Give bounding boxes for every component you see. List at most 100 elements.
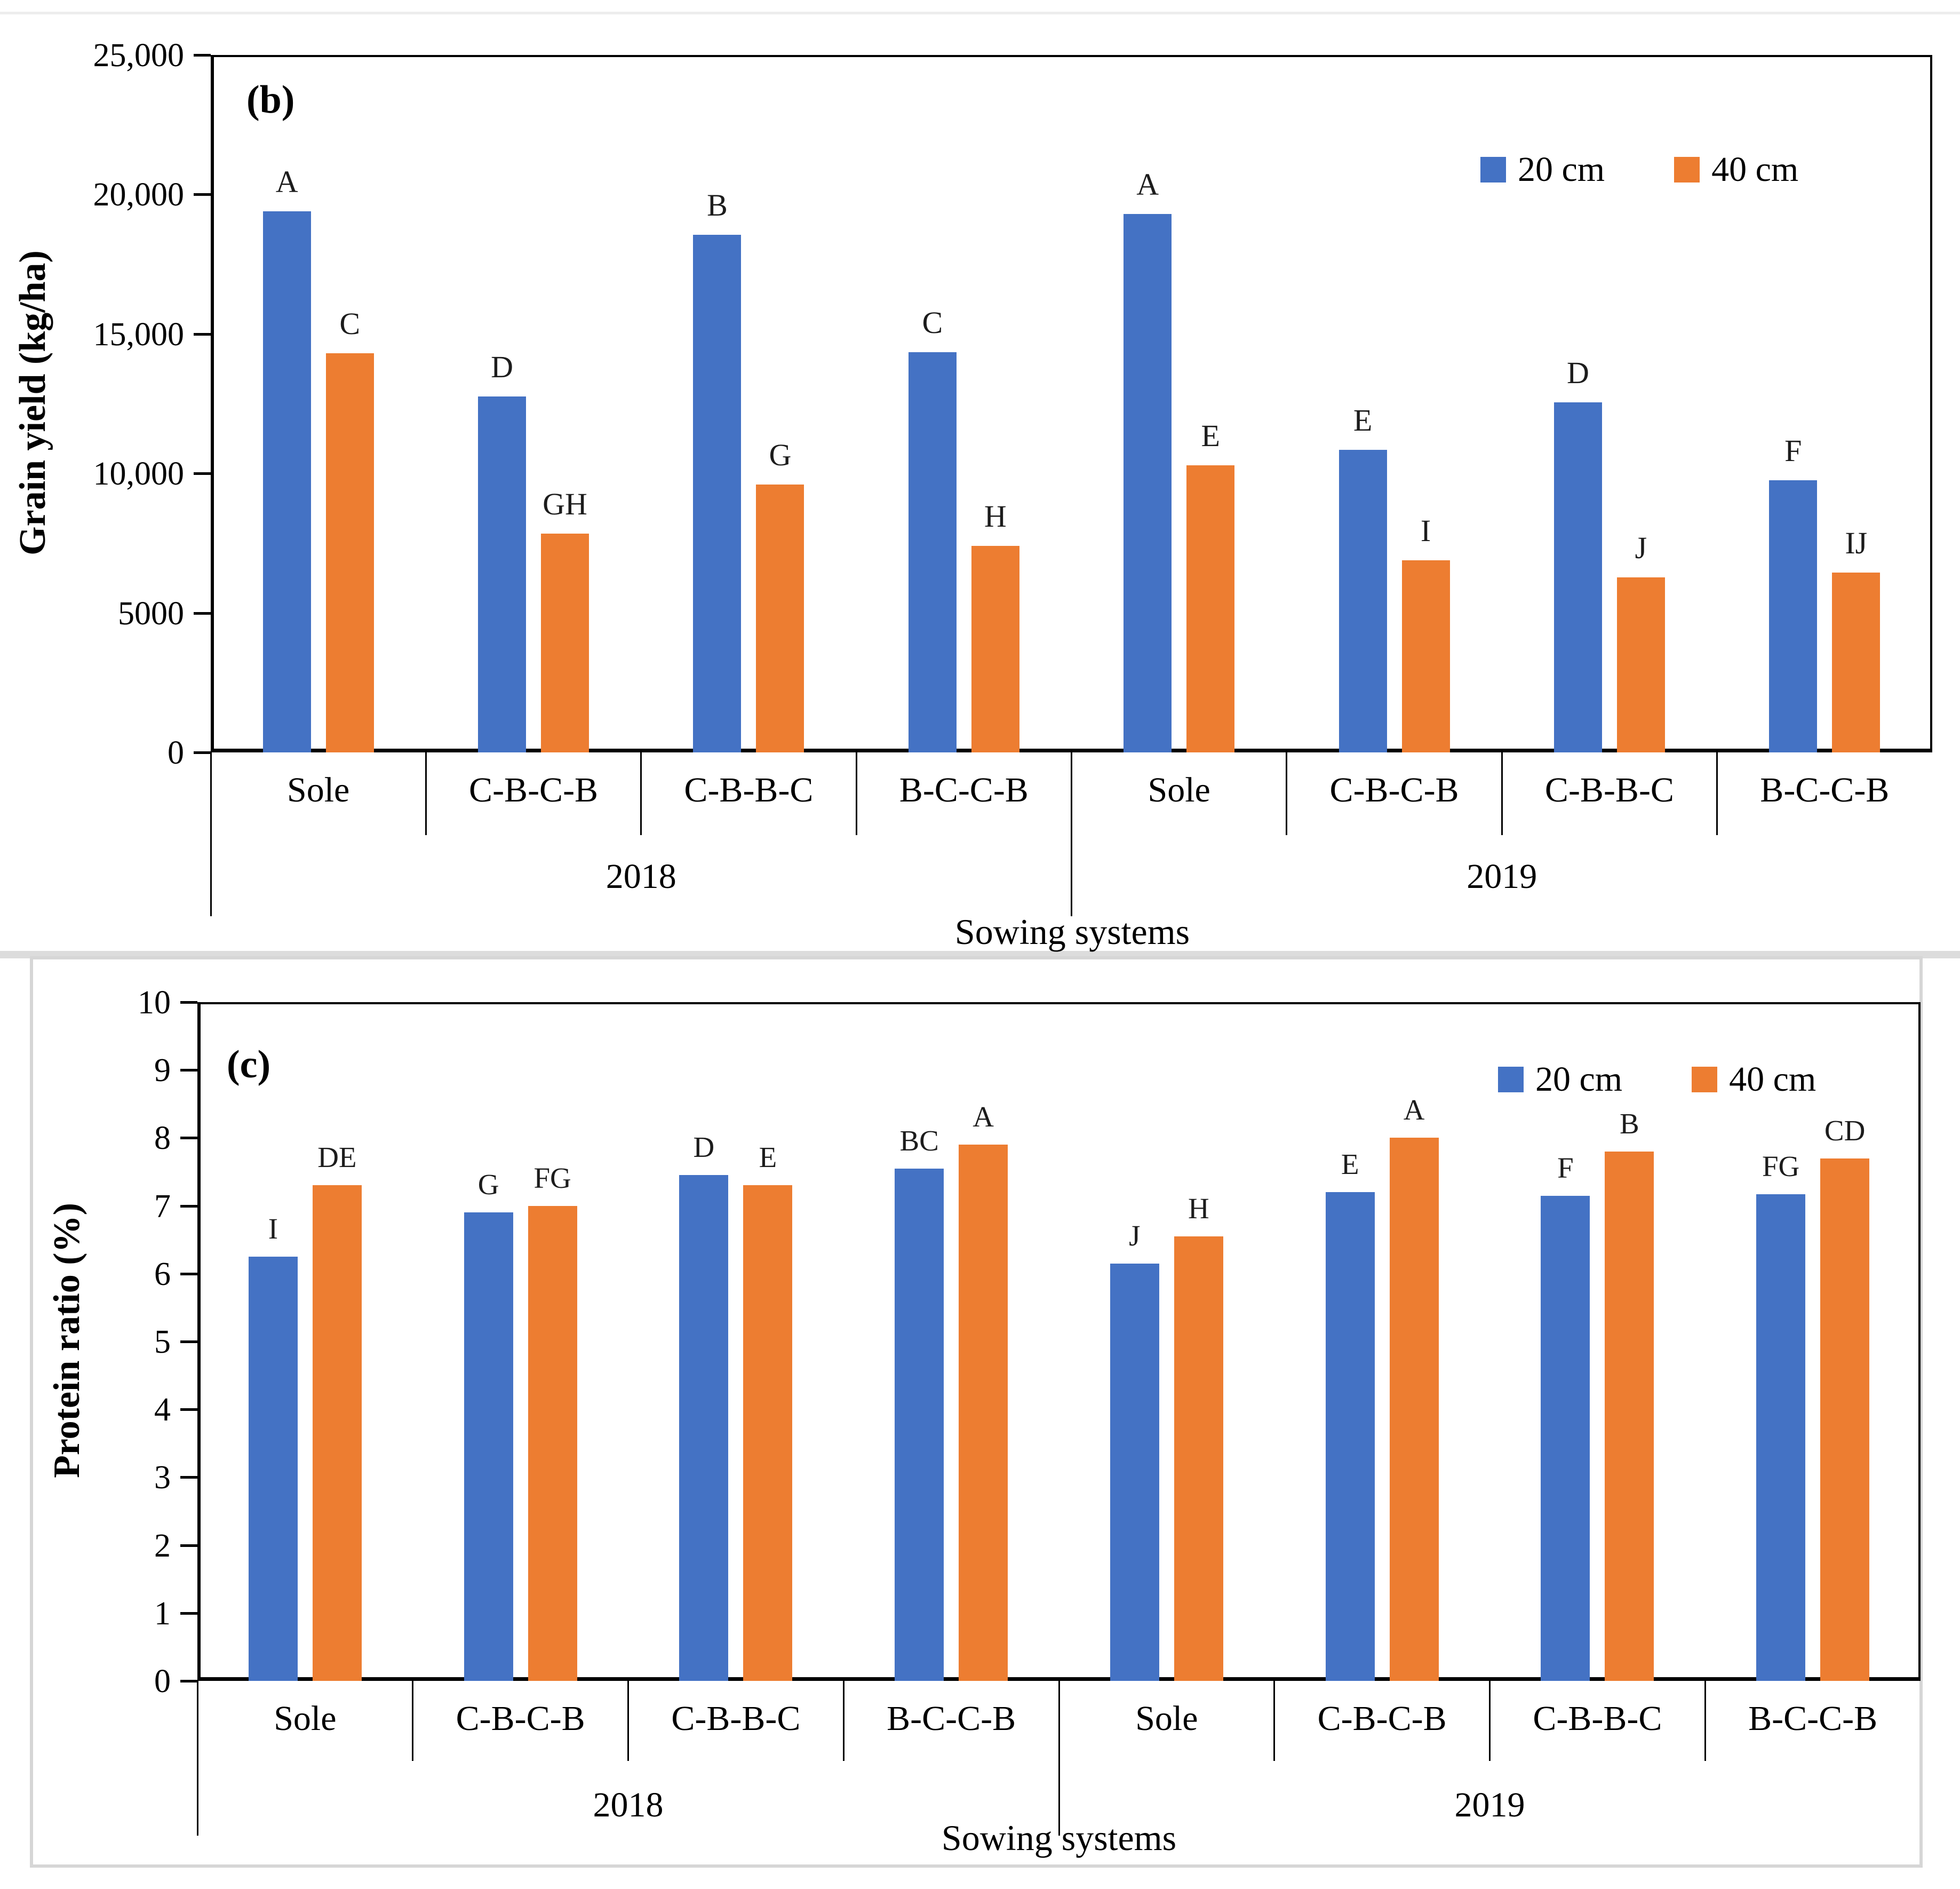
plot-frame: [197, 1002, 1921, 1681]
category-label: C-B-C-B: [1317, 1699, 1447, 1738]
year-label: 2018: [605, 857, 676, 896]
legend-swatch-40cm: [1692, 1067, 1718, 1092]
legend-label-20cm: 20 cm: [1535, 1060, 1623, 1099]
bar: [1325, 1192, 1375, 1681]
bar-letter: I: [1420, 513, 1431, 549]
plot-frame: [211, 55, 1932, 752]
category-separator: [1286, 752, 1288, 835]
y-tick-label: 0: [154, 1663, 171, 1700]
bar: [1401, 560, 1450, 752]
bar: [1174, 1236, 1223, 1681]
y-tick-mark: [180, 1612, 197, 1615]
bar: [1541, 1195, 1590, 1681]
year-separator: [196, 1681, 198, 1836]
category-label: Sole: [287, 771, 350, 809]
category-label: C-B-B-C: [1533, 1699, 1662, 1738]
bar: [895, 1168, 944, 1681]
category-label: B-C-C-B: [1748, 1699, 1878, 1738]
bar-letter: E: [1201, 418, 1220, 453]
category-separator: [855, 752, 857, 835]
category-separator: [640, 752, 642, 835]
bar: [1616, 577, 1665, 752]
bar: [693, 235, 742, 752]
y-tick-label: 0: [168, 735, 184, 771]
bar: [262, 211, 311, 752]
bar-letter: FG: [533, 1161, 571, 1194]
bar: [743, 1185, 793, 1681]
y-tick-label: 9: [154, 1052, 171, 1089]
bar-letter: CD: [1824, 1114, 1866, 1147]
year-label: 2018: [593, 1785, 664, 1824]
bar-letter: A: [973, 1100, 994, 1133]
panel-b-frame-line: [0, 12, 1960, 14]
category-label: C-B-B-C: [684, 771, 814, 809]
category-label: B-C-C-B: [1760, 771, 1890, 809]
bar: [1186, 465, 1235, 752]
category-label: B-C-C-B: [899, 771, 1029, 809]
bar-letter: J: [1635, 530, 1647, 566]
category-label: Sole: [1148, 771, 1210, 809]
bar: [1124, 213, 1172, 752]
bar: [312, 1185, 362, 1681]
y-tick-mark: [180, 1204, 197, 1208]
y-tick-mark: [194, 751, 211, 754]
bar: [1389, 1138, 1439, 1681]
bar: [1338, 449, 1387, 752]
y-tick-label: 4: [154, 1392, 171, 1428]
category-label: B-C-C-B: [887, 1699, 1016, 1738]
y-tick-mark: [180, 1137, 197, 1140]
bar: [1553, 402, 1602, 752]
y-tick-mark: [194, 332, 211, 336]
bar-letter: GH: [543, 486, 587, 521]
y-tick-label: 8: [154, 1120, 171, 1157]
panel-label-b: (b): [246, 78, 295, 122]
category-label: C-B-C-B: [456, 1699, 585, 1738]
bar-letter: F: [1784, 433, 1802, 469]
category-label: C-B-B-C: [671, 1699, 801, 1738]
category-label: C-B-C-B: [1329, 771, 1459, 809]
y-tick-label: 5000: [118, 595, 184, 632]
category-separator: [412, 1681, 414, 1761]
year-label: 2019: [1467, 857, 1537, 896]
y-tick-label: 5: [154, 1324, 171, 1360]
bar-letter: C: [922, 305, 943, 340]
bar-letter: IJ: [1845, 525, 1868, 560]
bar-letter: D: [693, 1131, 715, 1164]
category-separator: [1489, 1681, 1491, 1761]
y-tick-mark: [180, 1001, 197, 1004]
bar-letter: BC: [899, 1124, 939, 1157]
category-separator: [1501, 752, 1503, 835]
legend-swatch-40cm: [1674, 157, 1700, 182]
bar-letter: D: [491, 350, 514, 385]
bar-letter: A: [1403, 1093, 1425, 1126]
year-separator: [1071, 752, 1072, 916]
y-tick-label: 10,000: [93, 456, 185, 493]
y-tick-mark: [180, 1476, 197, 1479]
y-tick-label: 20,000: [93, 177, 185, 213]
y-tick-mark: [180, 1544, 197, 1547]
bar-letter: A: [275, 164, 298, 199]
category-separator: [842, 1681, 844, 1761]
y-tick-mark: [180, 1272, 197, 1275]
y-tick-label: 2: [154, 1527, 171, 1564]
legend-label-40cm: 40 cm: [1729, 1060, 1816, 1099]
bar: [959, 1145, 1008, 1681]
y-tick-mark: [194, 472, 211, 475]
bar-letter: H: [984, 499, 1007, 534]
x-axis-title-b: Sowing systems: [954, 911, 1190, 952]
bar-letter: B: [707, 188, 728, 223]
bar-letter: C: [339, 306, 361, 342]
bar: [464, 1212, 513, 1681]
y-tick-mark: [194, 193, 211, 196]
bar: [1769, 480, 1818, 752]
y-tick-mark: [194, 612, 211, 615]
category-separator: [1704, 1681, 1706, 1761]
legend-swatch-20cm: [1480, 157, 1506, 182]
y-tick-label: 15,000: [93, 316, 185, 353]
bar-letter: FG: [1762, 1149, 1800, 1182]
legend-b: 20 cm 40 cm: [1480, 152, 1798, 187]
bar: [1756, 1194, 1806, 1681]
bar-letter: G: [477, 1168, 499, 1201]
